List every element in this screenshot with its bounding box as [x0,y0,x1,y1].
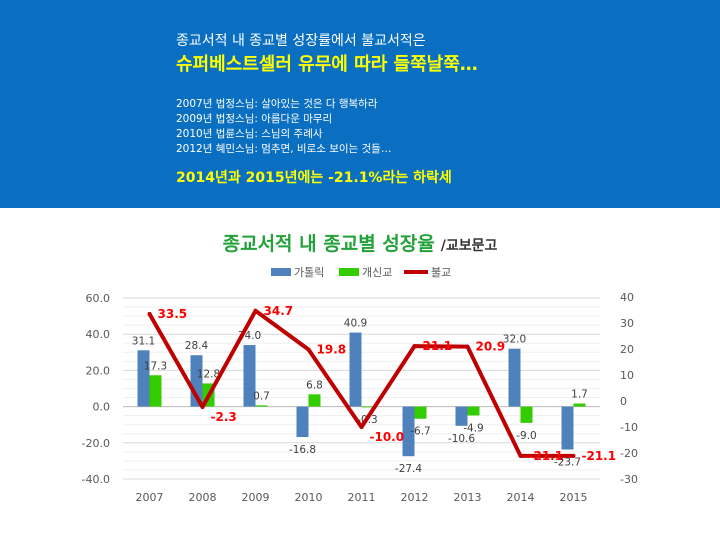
left-axis-tick-label: -40.0 [82,473,110,486]
data-label-protestant: -9.0 [516,430,537,442]
point-buddhism [359,425,364,429]
legend-label: 불교 [431,266,451,279]
bar-catholic [508,348,521,407]
data-label-protestant: 0.7 [253,390,270,402]
data-label-buddhism: 34.7 [264,304,294,318]
right-axis-tick-label: 20 [620,343,634,356]
right-axis-tick-label: -20 [620,447,638,460]
chart-title-main: 종교서적 내 종교별 성장율 [222,233,435,255]
data-label-catholic: 28.4 [185,340,209,352]
data-label-protestant: -6.7 [410,426,431,438]
x-axis-tick-label: 2014 [507,491,535,504]
data-label-protestant: 6.8 [306,379,323,391]
left-axis-tick-label: 40.0 [86,328,111,341]
data-label-catholic: 32.0 [503,334,526,346]
right-axis-tick-label: 10 [620,369,634,382]
x-axis-tick-label: 2010 [295,491,323,504]
chart-title: 종교서적 내 종교별 성장율/교보문고 [0,229,720,256]
banner-line-2: 슈퍼베스트셀러 유무에 따라 들쭉날쭉… [176,54,478,75]
x-axis-tick-label: 2009 [242,491,270,504]
point-buddhism [571,453,576,458]
bar-protestant [520,406,533,423]
left-axis-tick-label: 60.0 [86,292,111,305]
book-note: 2010년 법륜스님: 스님의 주례사 [176,128,323,140]
bar-protestant [467,406,480,416]
data-label-catholic: 40.9 [344,318,367,330]
data-label-buddhism: -21.1 [582,449,617,463]
point-buddhism [306,347,311,352]
bar-catholic [137,350,150,407]
data-label-buddhism: 33.5 [158,307,188,321]
banner-line-1: 종교서적 내 종교별 성장률에서 불교서적은 [176,33,426,49]
data-label-catholic: -27.4 [395,463,422,475]
x-axis-tick-label: 2015 [560,491,588,504]
header-banner: 종교서적 내 종교별 성장률에서 불교서적은 슈퍼베스트셀러 유무에 따라 들쭉… [0,0,720,208]
data-label-catholic: 31.1 [132,335,155,347]
book-note: 2007년 법정스님: 살아있는 것은 다 행복하라 [176,98,378,110]
right-axis-tick-label: 0 [620,395,627,408]
data-label-catholic: -10.6 [448,433,475,445]
point-buddhism [147,311,152,316]
right-axis-tick-label: -10 [620,421,638,434]
bar-catholic [561,406,574,450]
bar-catholic [296,406,309,438]
data-label-buddhism: -10.0 [370,430,405,444]
legend-label: 개신교 [362,266,392,279]
bar-catholic [243,345,256,407]
data-label-buddhism: -2.3 [211,410,237,424]
point-buddhism [518,453,523,458]
x-axis-tick-label: 2012 [401,491,429,504]
bar-protestant [149,375,162,407]
legend-label: 가톨릭 [294,266,324,279]
book-note: 2012년 혜민스님: 멈추면, 비로소 보이는 것들… [176,143,392,155]
bar-catholic [349,332,362,407]
data-label-protestant: 12.8 [197,368,220,380]
right-axis-tick-label: 40 [620,291,634,304]
bar-protestant [414,406,427,419]
bar-protestant [255,405,268,407]
book-note: 2009년 법정스님: 아름다운 마무리 [176,113,333,125]
banner-line-3: 2014년과 2015년에는 -21.1%라는 하락세 [176,170,452,186]
data-label-catholic: -16.8 [289,444,316,456]
left-axis-tick-label: 0.0 [93,401,111,414]
bar-catholic [402,406,415,457]
x-axis-tick-label: 2013 [454,491,482,504]
x-axis-tick-label: 2008 [189,491,217,504]
point-buddhism [465,344,470,349]
data-label-catholic: -23.7 [554,456,581,468]
bar-catholic [455,406,468,426]
point-buddhism [253,308,258,313]
left-axis-tick-label: -20.0 [82,437,110,450]
data-label-protestant: 17.3 [144,360,167,372]
point-buddhism [200,404,205,409]
data-label-buddhism: -21.1 [529,449,564,463]
bar-protestant [361,406,374,408]
left-axis-tick-label: 20.0 [86,364,111,377]
point-buddhism [412,344,417,349]
bar-protestant [573,403,586,407]
data-label-protestant: 1.7 [571,389,588,401]
right-axis-tick-label: -30 [620,473,638,486]
legend-swatch [271,268,291,276]
book-notes: 2007년 법정스님: 살아있는 것은 다 행복하라 2009년 법정스님: 아… [176,97,391,157]
x-axis-tick-label: 2007 [136,491,164,504]
data-label-buddhism: 20.9 [476,340,506,354]
right-axis-tick-label: 30 [620,317,634,330]
chart-subtitle: /교보문고 [440,238,498,254]
data-label-buddhism: 21.1 [423,339,453,353]
legend-swatch [339,268,359,276]
x-axis-tick-label: 2011 [348,491,376,504]
data-label-protestant: -4.9 [463,422,484,434]
data-label-buddhism: 19.8 [317,343,347,357]
bar-protestant [308,394,321,407]
